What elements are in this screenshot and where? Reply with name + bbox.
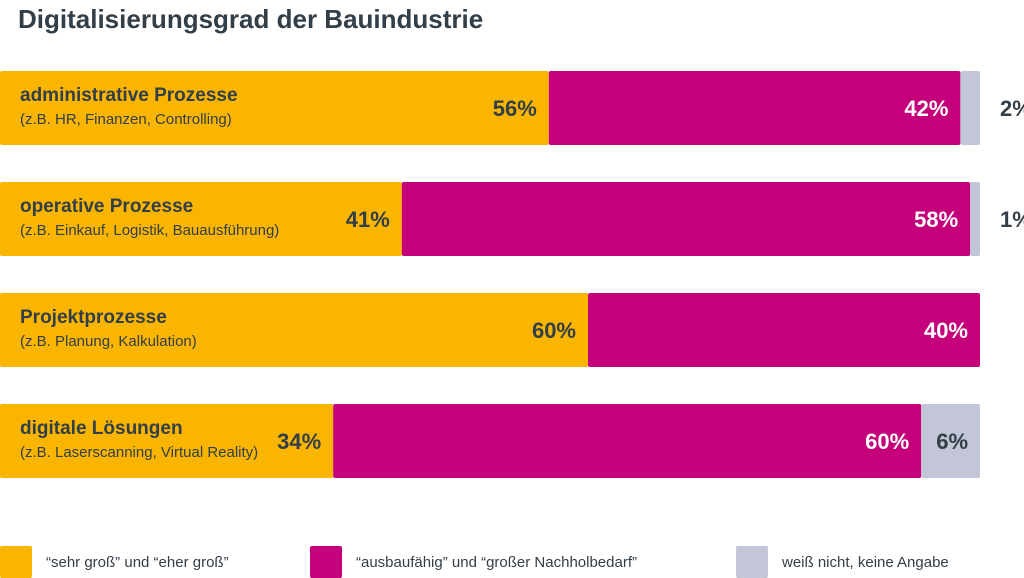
bar-segment (0, 71, 549, 145)
legend-item-positive: “sehr groß” und “eher groß” (0, 546, 229, 578)
bar-segment (921, 404, 980, 478)
category-sublabel: (z.B. Laserscanning, Virtual Reality) (20, 444, 258, 461)
bar-segment (548, 71, 961, 145)
legend-swatch-magenta (310, 546, 342, 578)
category-label: digitale Lösungen (20, 418, 183, 439)
bar-segment (0, 182, 402, 256)
data-label: 56% (493, 96, 537, 121)
bar-segment (0, 404, 334, 478)
data-label: 1% (1000, 207, 1024, 232)
legend-label: “ausbaufähig” und “großer Nachholbedarf” (356, 553, 637, 571)
bar-segment (960, 71, 980, 145)
bar-segment (401, 182, 971, 256)
data-label: 34% (277, 429, 321, 454)
data-label: 2% (1000, 96, 1024, 121)
data-label: 58% (914, 207, 958, 232)
data-label: 40% (924, 318, 968, 343)
bar-segment (970, 182, 980, 256)
category-label: administrative Prozesse (20, 85, 238, 106)
legend-label: weiß nicht, keine Angabe (782, 553, 949, 571)
category-sublabel: (z.B. Planung, Kalkulation) (20, 333, 197, 350)
category-sublabel: (z.B. HR, Finanzen, Controlling) (20, 111, 232, 128)
legend-item-needs-improvement: “ausbaufähig” und “großer Nachholbedarf” (310, 546, 637, 578)
data-label: 42% (904, 96, 948, 121)
legend-swatch-yellow (0, 546, 32, 578)
data-label: 6% (936, 429, 968, 454)
legend-item-unknown: weiß nicht, keine Angabe (736, 546, 949, 578)
legend-label: “sehr groß” und “eher groß” (46, 553, 229, 571)
data-label: 41% (346, 207, 390, 232)
category-label: operative Prozesse (20, 196, 193, 217)
category-label: Projektprozesse (20, 307, 167, 328)
legend-swatch-gray (736, 546, 768, 578)
category-sublabel: (z.B. Einkauf, Logistik, Bauausführung) (20, 222, 279, 239)
bar-segment (0, 293, 588, 367)
bar-segment (588, 293, 980, 367)
chart-title: Digitalisierungsgrad der Bauindustrie (18, 4, 484, 34)
data-label: 60% (865, 429, 909, 454)
bar-segment (333, 404, 922, 478)
data-label: 60% (532, 318, 576, 343)
